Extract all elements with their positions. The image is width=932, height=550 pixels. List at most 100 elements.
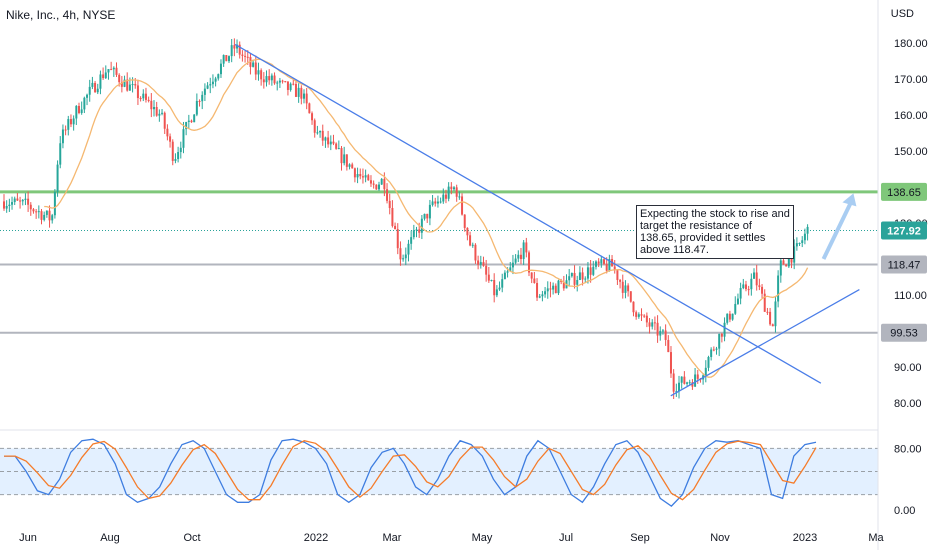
candle-body: [311, 113, 314, 121]
candle-body: [174, 159, 177, 161]
candle-body: [801, 240, 804, 243]
candle-body: [777, 275, 780, 302]
candle-body: [766, 311, 769, 313]
candle-body: [672, 373, 675, 392]
candle-body: [43, 214, 46, 220]
candle-body: [155, 107, 158, 116]
candle-body: [91, 82, 94, 87]
candle-body: [45, 210, 48, 215]
candle-body: [407, 243, 410, 255]
candle-body: [600, 259, 603, 264]
candle-body: [399, 248, 402, 260]
candle-body: [474, 244, 477, 261]
candle-body: [319, 130, 322, 133]
candle-body: [337, 148, 340, 150]
candle-body: [782, 260, 785, 265]
candle-body: [198, 100, 201, 102]
candle-body: [273, 75, 276, 84]
candle-body: [348, 164, 351, 167]
candle-body: [498, 287, 501, 290]
candle-body: [428, 204, 431, 219]
candle-body: [487, 274, 490, 281]
candle-body: [450, 186, 453, 190]
candle-body: [477, 260, 480, 265]
candle-body: [806, 226, 809, 234]
y-tick-label: 90.00: [894, 362, 922, 374]
candle-body: [501, 279, 504, 288]
candle-body: [131, 84, 134, 86]
candle-body: [257, 70, 260, 75]
candle-body: [694, 374, 697, 387]
candle-body: [747, 289, 750, 291]
candle-body: [621, 281, 624, 293]
candle-body: [201, 94, 204, 102]
y-tick-label: 110.00: [894, 290, 927, 302]
candle-body: [308, 103, 311, 114]
candle-body: [230, 45, 233, 57]
candle-body: [161, 112, 164, 114]
candle-body: [619, 279, 622, 282]
candle-body: [136, 85, 139, 99]
candle-body: [292, 83, 295, 85]
symbol-title[interactable]: Nike, Inc., 4h, NYSE: [6, 8, 116, 22]
candle-body: [522, 242, 525, 260]
candle-body: [11, 202, 14, 205]
candle-body: [495, 289, 498, 296]
candle-body: [219, 63, 222, 75]
candle-body: [396, 229, 399, 249]
candle-body: [369, 180, 372, 184]
candle-body: [640, 314, 643, 316]
stoch-d-line: [4, 440, 817, 501]
candle-body: [48, 210, 51, 221]
candle-body: [720, 333, 723, 337]
candle-body: [214, 78, 217, 82]
candle-body: [80, 109, 83, 114]
candle-body: [506, 271, 509, 273]
candle-body: [394, 225, 397, 230]
price-tag-label: 99.53: [890, 328, 918, 340]
candle-body: [225, 55, 228, 62]
candle-body: [578, 272, 581, 281]
candle-body: [217, 74, 220, 79]
candle-body: [442, 194, 445, 202]
candle-body: [265, 76, 268, 83]
candle-body: [343, 154, 346, 164]
candle-body: [86, 94, 89, 98]
candle-body: [667, 339, 670, 353]
candle-body: [803, 233, 806, 241]
candle-body: [423, 213, 426, 219]
candle-body: [99, 74, 102, 89]
candle-body: [758, 285, 761, 287]
candle-body: [552, 285, 555, 290]
candle-body: [683, 376, 686, 384]
candle-body: [742, 284, 745, 289]
candle-body: [96, 88, 99, 93]
candle-body: [32, 209, 35, 212]
candle-body: [35, 211, 38, 213]
stochastic-oscillator: [4, 438, 817, 507]
downtrend-line: [234, 43, 822, 384]
candle-body: [710, 349, 713, 358]
candle-body: [236, 44, 239, 49]
candle-body: [597, 261, 600, 264]
price-tag-bg: [881, 255, 927, 274]
candle-body: [538, 296, 541, 298]
candle-body: [761, 286, 764, 294]
candle-body: [27, 198, 30, 205]
candle-body: [541, 294, 544, 297]
candle-body: [353, 168, 356, 178]
x-tick-label: Mar: [383, 532, 402, 544]
price-tags: 138.65 127.92 118.47 99.53: [881, 182, 927, 342]
candle-body: [669, 352, 672, 374]
y-tick-label: 180.00: [894, 38, 928, 50]
candle-body: [150, 100, 153, 110]
candle-body: [511, 262, 514, 268]
candle-body: [731, 313, 734, 320]
stoch-band-fill: [0, 448, 878, 495]
candle-body: [436, 201, 439, 204]
candle-body: [439, 201, 442, 203]
candle-body: [260, 70, 263, 80]
candle-body: [126, 79, 129, 91]
candle-body: [707, 357, 710, 368]
